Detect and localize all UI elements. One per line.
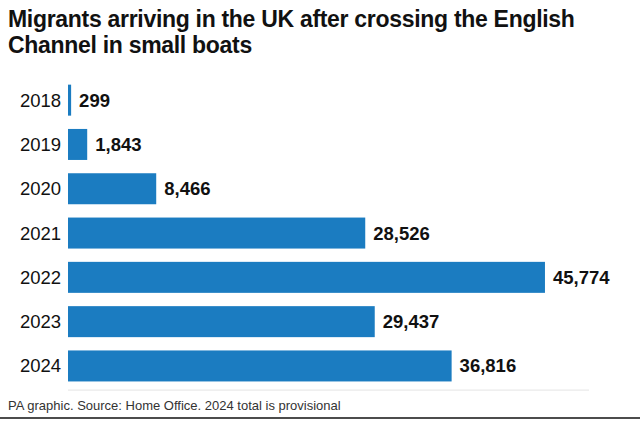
category-label: 2023 bbox=[20, 311, 61, 332]
category-label: 2018 bbox=[20, 90, 61, 111]
category-label: 2019 bbox=[20, 134, 61, 155]
bar bbox=[68, 306, 375, 337]
data-label: 1,843 bbox=[95, 134, 141, 155]
bar bbox=[68, 129, 87, 160]
bar bbox=[68, 173, 156, 204]
title: Migrants arriving in the UK after crossi… bbox=[8, 6, 608, 58]
category-label: 2020 bbox=[20, 178, 61, 199]
data-label: 29,437 bbox=[383, 311, 440, 332]
data-label: 8,466 bbox=[164, 178, 210, 199]
data-label: 45,774 bbox=[553, 267, 610, 288]
bar bbox=[68, 350, 452, 381]
source-note: PA graphic. Source: Home Office. 2024 to… bbox=[8, 398, 341, 413]
category-label: 2021 bbox=[20, 223, 61, 244]
category-label: 2022 bbox=[20, 267, 61, 288]
bottom-rule bbox=[0, 417, 640, 419]
x-axis-line bbox=[68, 390, 589, 391]
bar bbox=[68, 218, 365, 249]
bar bbox=[68, 262, 545, 293]
data-label: 28,526 bbox=[373, 223, 430, 244]
bars bbox=[68, 85, 545, 382]
category-label: 2024 bbox=[20, 355, 61, 376]
data-label: 36,816 bbox=[460, 355, 517, 376]
data-label: 299 bbox=[79, 90, 110, 111]
bar bbox=[68, 85, 71, 116]
